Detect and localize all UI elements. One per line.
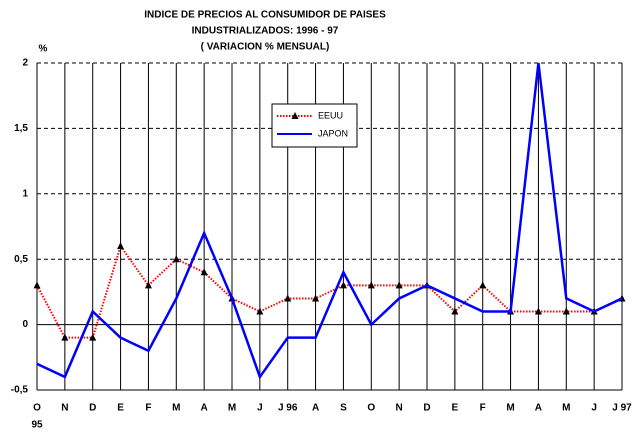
marker (144, 281, 152, 289)
marker (339, 281, 347, 289)
x-tick-label: A (201, 403, 208, 414)
legend-marker (291, 112, 299, 119)
x-tick-label: F (480, 403, 486, 414)
x-tick-label: A (312, 403, 319, 414)
x-tick-label: J 96 (278, 403, 298, 414)
marker (89, 333, 97, 341)
x-tick-label: M (228, 403, 236, 414)
x-tick-label: J (591, 403, 597, 414)
marker (200, 268, 208, 276)
marker (367, 281, 375, 289)
x-tick-label: M (506, 403, 514, 414)
x-tick-label: M (172, 403, 180, 414)
x-tick-label: A (535, 403, 542, 414)
legend-label: JAPON (318, 128, 348, 138)
legend-label: EEUU (318, 110, 343, 120)
x-tick-label: E (452, 403, 459, 414)
marker (534, 307, 542, 315)
marker (312, 294, 320, 302)
legend-box (271, 103, 358, 148)
marker (562, 307, 570, 315)
y-tick-label: 1,5 (14, 123, 28, 134)
chart-title: INDUSTRIALIZADOS: 1996 - 97 (192, 26, 339, 37)
marker (284, 294, 292, 302)
x-tick-label: J (257, 403, 263, 414)
marker (451, 307, 459, 315)
x-tick-label: D (423, 403, 430, 414)
y-tick-label: 1 (22, 188, 28, 199)
chart-title: INDICE DE PRECIOS AL CONSUMIDOR DE PAISE… (144, 10, 386, 21)
x-tick-label: S (340, 403, 347, 414)
x-tick-label: N (396, 403, 403, 414)
chart-title: ( VARIACION % MENSUAL) (201, 42, 330, 53)
x-tick-label: N (61, 403, 68, 414)
marker (117, 242, 125, 250)
marker (61, 333, 69, 341)
marker (172, 255, 180, 263)
x-tick-label: D (89, 403, 96, 414)
x-tick-label: O (33, 403, 41, 414)
year-label: 95 (31, 420, 43, 431)
marker (256, 307, 264, 315)
y-tick-label: -0,5 (11, 385, 29, 396)
x-tick-label: M (562, 403, 570, 414)
marker (395, 281, 403, 289)
y-tick-label: 2 (22, 58, 28, 69)
x-tick-label: O (367, 403, 375, 414)
x-tick-label: F (145, 403, 151, 414)
x-tick-label: J 97 (612, 403, 632, 414)
x-tick-label: E (117, 403, 124, 414)
marker (33, 281, 41, 289)
marker (479, 281, 487, 289)
y-axis-label: % (39, 44, 48, 55)
series-line (36, 62, 623, 380)
y-tick-label: 0,5 (14, 254, 28, 265)
series-line (36, 243, 623, 339)
y-tick-label: 0 (22, 319, 28, 330)
